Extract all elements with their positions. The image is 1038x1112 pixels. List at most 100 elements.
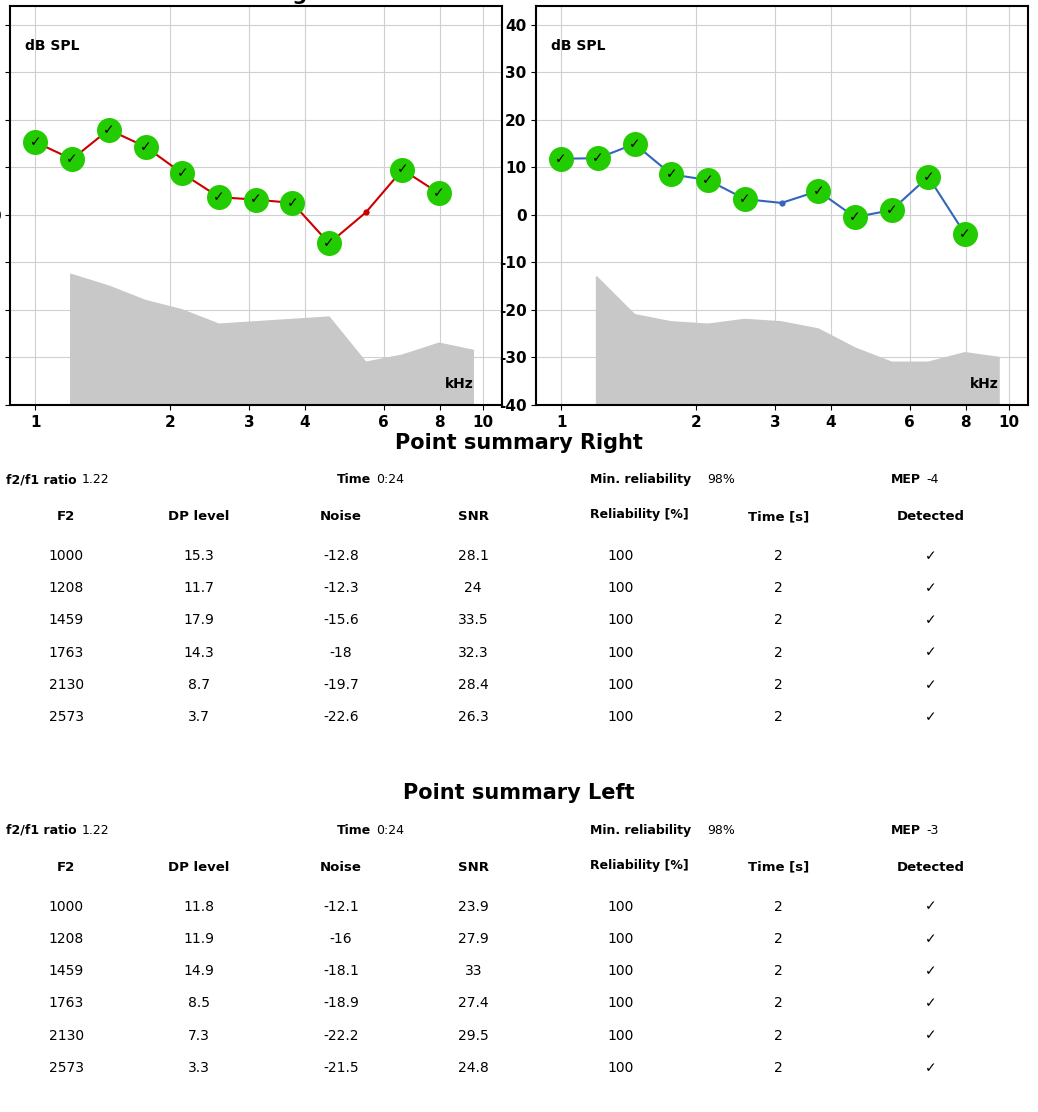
Text: ✓: ✓ [885, 203, 898, 217]
Text: ✓: ✓ [925, 582, 936, 595]
Text: 32.3: 32.3 [458, 646, 489, 659]
Text: 100: 100 [607, 646, 634, 659]
Text: ✓: ✓ [703, 173, 714, 187]
Text: dB SPL: dB SPL [25, 39, 80, 53]
Text: 1763: 1763 [49, 646, 84, 659]
Text: ✓: ✓ [925, 646, 936, 659]
Text: 2: 2 [774, 711, 783, 724]
Text: ✓: ✓ [29, 135, 42, 149]
Text: 28.1: 28.1 [458, 549, 489, 563]
Text: 100: 100 [607, 678, 634, 692]
Text: ✓: ✓ [923, 170, 934, 183]
Text: 2: 2 [774, 614, 783, 627]
Text: F2: F2 [57, 510, 76, 523]
Text: 1459: 1459 [49, 964, 84, 979]
Text: ✓: ✓ [813, 183, 824, 198]
Text: 2130: 2130 [49, 678, 84, 692]
Text: 11.8: 11.8 [183, 900, 214, 914]
Text: 100: 100 [607, 614, 634, 627]
Text: 2573: 2573 [49, 1061, 84, 1074]
Text: 2: 2 [774, 549, 783, 563]
Text: 15.3: 15.3 [183, 549, 214, 563]
Text: DP level: DP level [168, 861, 229, 874]
Text: ✓: ✓ [925, 932, 936, 946]
Text: MEP: MEP [891, 474, 921, 486]
Text: 17.9: 17.9 [183, 614, 214, 627]
Text: ✓: ✓ [214, 190, 225, 205]
Text: 98%: 98% [707, 474, 735, 486]
Text: -18.9: -18.9 [323, 996, 359, 1011]
Text: Min. reliability: Min. reliability [591, 824, 691, 837]
Text: Point summary Right: Point summary Right [395, 433, 643, 453]
Text: Time: Time [337, 824, 372, 837]
Text: 100: 100 [607, 549, 634, 563]
Text: 2: 2 [774, 646, 783, 659]
Text: 8.5: 8.5 [188, 996, 210, 1011]
Text: -21.5: -21.5 [323, 1061, 359, 1074]
Polygon shape [71, 275, 473, 405]
Text: 100: 100 [607, 711, 634, 724]
Title: DP-Gram Left   : DP-Gram Left [692, 0, 872, 4]
Text: ✓: ✓ [66, 152, 78, 166]
Text: dB SPL: dB SPL [551, 39, 605, 53]
Text: 7.3: 7.3 [188, 1029, 210, 1043]
Text: 1.22: 1.22 [82, 824, 109, 837]
Text: SNR: SNR [458, 861, 489, 874]
Text: ✓: ✓ [925, 900, 936, 914]
Text: 100: 100 [607, 996, 634, 1011]
Text: -12.3: -12.3 [323, 582, 359, 595]
Text: 11.7: 11.7 [183, 582, 214, 595]
Text: ✓: ✓ [665, 168, 677, 181]
Text: 24.8: 24.8 [458, 1061, 489, 1074]
Text: -22.2: -22.2 [323, 1029, 359, 1043]
Text: 100: 100 [607, 1029, 634, 1043]
Text: SNR: SNR [458, 510, 489, 523]
Text: 1000: 1000 [49, 549, 84, 563]
Text: ✓: ✓ [397, 162, 408, 177]
Text: -19.7: -19.7 [323, 678, 359, 692]
Text: ✓: ✓ [925, 964, 936, 979]
Text: 100: 100 [607, 964, 634, 979]
Text: Reliability [%]: Reliability [%] [591, 860, 689, 872]
Text: Time [s]: Time [s] [747, 861, 809, 874]
Text: ✓: ✓ [433, 187, 445, 200]
Text: Point summary Left: Point summary Left [403, 784, 635, 804]
Text: 2: 2 [774, 678, 783, 692]
Text: 14.3: 14.3 [183, 646, 214, 659]
Text: f2/f1 ratio: f2/f1 ratio [6, 474, 77, 486]
Text: ✓: ✓ [286, 196, 298, 210]
Polygon shape [597, 277, 1000, 405]
Text: 2: 2 [774, 1061, 783, 1074]
Text: -4: -4 [926, 474, 938, 486]
Text: 8.7: 8.7 [188, 678, 210, 692]
Text: 24: 24 [464, 582, 482, 595]
Text: 2: 2 [774, 900, 783, 914]
Text: ✓: ✓ [250, 192, 262, 207]
Text: ✓: ✓ [925, 996, 936, 1011]
Text: 1.22: 1.22 [82, 474, 109, 486]
Text: -3: -3 [926, 824, 938, 837]
Text: -16: -16 [330, 932, 352, 946]
Text: 3.3: 3.3 [188, 1061, 210, 1074]
Text: Time: Time [337, 474, 372, 486]
Text: 2: 2 [774, 932, 783, 946]
Text: 2: 2 [774, 1029, 783, 1043]
Text: 100: 100 [607, 900, 634, 914]
Text: 28.4: 28.4 [458, 678, 489, 692]
Text: 2: 2 [774, 964, 783, 979]
Text: F2: F2 [57, 861, 76, 874]
Text: 100: 100 [607, 932, 634, 946]
Text: ✓: ✓ [739, 192, 750, 206]
Text: 100: 100 [607, 1061, 634, 1074]
Text: 1000: 1000 [49, 900, 84, 914]
Text: 11.9: 11.9 [183, 932, 214, 946]
Text: ✓: ✓ [959, 227, 971, 241]
Text: ✓: ✓ [925, 711, 936, 724]
Text: ✓: ✓ [555, 151, 567, 166]
Text: DP level: DP level [168, 510, 229, 523]
Text: 1763: 1763 [49, 996, 84, 1011]
Text: Reliability [%]: Reliability [%] [591, 508, 689, 522]
Text: -12.8: -12.8 [323, 549, 359, 563]
Text: ✓: ✓ [925, 678, 936, 692]
Text: 1208: 1208 [49, 582, 84, 595]
